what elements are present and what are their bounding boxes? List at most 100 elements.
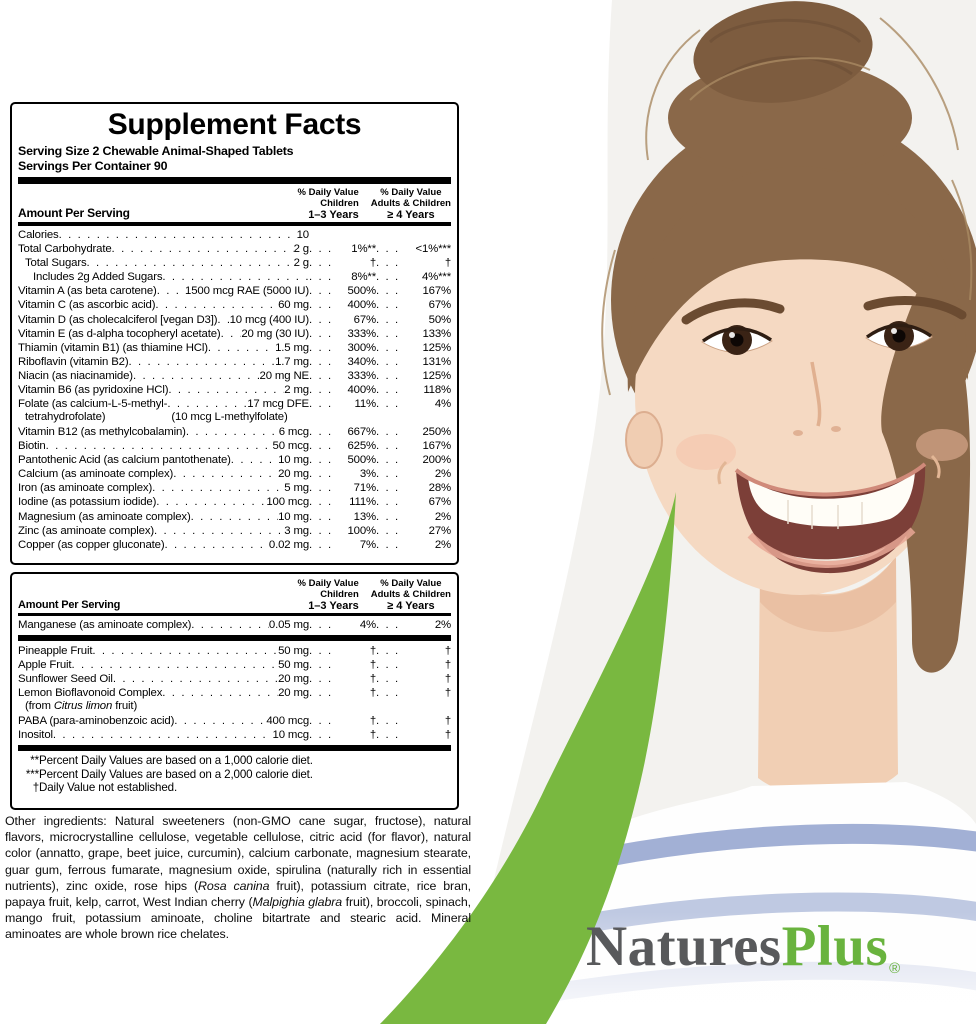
hair-strands: [601, 17, 973, 396]
dot-leader: [231, 453, 278, 467]
nutrient-name: Pantothenic Acid (as calcium pantothenat…: [18, 454, 231, 467]
dot-gap: [376, 714, 401, 728]
servings-per-container: Servings Per Container 90: [18, 158, 168, 173]
dot-gap: [309, 644, 334, 658]
pct-dv-children: †: [369, 644, 376, 657]
nutrient-name: Riboflavin (vitamin B2): [18, 355, 129, 368]
nutrient-amount: 6 mcg: [278, 425, 309, 438]
nutrient-name: Vitamin E (as d-alpha tocopheryl acetate…: [18, 327, 221, 340]
nutrient-name-continued: tetrahydrofolate): [18, 411, 106, 425]
nutrient-row: Total Carbohydrate 2 g 1%** <1%***: [18, 242, 451, 256]
botanical-name: Citrus limon: [53, 700, 113, 713]
nutrition-table-2a: Manganese (as aminoate complex) 0.05 mg 4%…: [18, 618, 451, 632]
dot-leader: [173, 467, 278, 481]
nutrient-amount: 10 mcg: [272, 729, 310, 742]
dot-leader: [191, 510, 278, 524]
nutrient-amount: 20 mg: [278, 673, 309, 686]
supplement-facts-panel-2: Amount Per Serving % Daily Value Childre…: [10, 572, 459, 810]
dot-leader: [92, 644, 278, 658]
dot-gap: [376, 672, 401, 686]
pct-dv-children: 400%: [347, 299, 376, 312]
nutrient-name: PABA (para-aminobenzoic acid): [18, 715, 175, 728]
supplement-facts-panel: Supplement Facts Serving Size 2 Chewable…: [10, 102, 459, 565]
nose: [810, 361, 822, 427]
footnote-text: Percent Daily Values are based on a 1,00…: [39, 754, 313, 768]
dot-gap: [376, 369, 401, 383]
botanical-name: Rosa canina: [197, 878, 270, 893]
column-header: Amount Per Serving % Daily Value Childre…: [18, 577, 451, 612]
dot-gap: [376, 383, 401, 397]
dot-leader: [53, 728, 273, 742]
nutrient-row: Thiamin (vitamin B1) (as thiamine HCl) 1.…: [18, 341, 451, 355]
pct-dv-children: 4%: [359, 618, 376, 631]
pct-dv-children: †: [369, 729, 376, 742]
dot-leader: [191, 618, 269, 632]
nutrient-amount: 20 mg: [278, 468, 309, 481]
nutrient-row: Pantothenic Acid (as calcium pantothenat…: [18, 453, 451, 467]
nutrient-amount: 3 mg: [284, 524, 309, 537]
pct-dv-adults: 125%: [422, 341, 451, 354]
dot-gap: [376, 270, 401, 284]
nutrient-row: Iron (as aminoate complex) 5 mg 71% 28%: [18, 481, 451, 495]
footnote: *** Percent Daily Values are based on a 2…: [18, 768, 451, 781]
nutrient-name: Inositol: [18, 729, 53, 742]
text-segment: fruit), broccoli, spinach, mango fruit, …: [5, 895, 472, 942]
pct-dv-adults: 67%: [428, 496, 451, 509]
column-header: Amount Per Serving % Daily Value Childre…: [18, 186, 451, 221]
pct-dv-adults: 200%: [422, 454, 451, 467]
pct-dv-children: 667%: [347, 425, 376, 438]
nutrient-amount: 50 mcg: [272, 440, 310, 453]
nutrient-row: Total Sugars 2 g † †: [18, 256, 451, 270]
pct-dv-children: 3%: [359, 468, 376, 481]
children-dv-header: % Daily Value Children 1–3 Years: [297, 187, 359, 222]
nutrient-amount: 400 mcg: [266, 715, 309, 728]
pct-dv-children: 100%: [347, 524, 376, 537]
nutrient-name: Includes 2g Added Sugars: [33, 271, 163, 284]
nutrient-name: Manganese (as aminoate complex): [18, 618, 192, 631]
pct-dv-children: 67%: [353, 313, 377, 326]
pct-dv-children: 500%: [347, 454, 376, 467]
pct-dv-adults: 118%: [423, 384, 451, 396]
nutrient-name: Calories: [18, 228, 59, 241]
nutrient-row: Includes 2g Added Sugars 8%** 4%***: [18, 270, 451, 284]
nutrient-name: Folate (as calcium-L-5-methyl-: [18, 398, 168, 411]
brand-name-plus: Plus: [781, 915, 889, 978]
dot-gap: [376, 298, 401, 312]
dot-gap: [309, 383, 334, 397]
dot-gap: [376, 425, 401, 439]
dot-gap: [309, 538, 334, 552]
nutrient-row: Calcium (as aminoate complex) 20 mg 3% 2%: [18, 467, 451, 481]
panel-title: Supplement Facts: [107, 108, 362, 141]
nutrient-row: Sunflower Seed Oil 20 mg † †: [18, 672, 451, 686]
dot-gap: [376, 397, 401, 411]
other-ingredients: Other ingredients: Natural sweeteners (n…: [5, 813, 471, 943]
dot-leader: [154, 524, 284, 538]
pct-dv-adults: 2%: [434, 618, 451, 631]
nutrient-name: Pineapple Fruit: [18, 644, 93, 657]
pct-dv-children: 333%: [347, 327, 376, 340]
dot-leader: [167, 397, 247, 411]
registered-mark: ®: [889, 960, 901, 977]
dot-gap: [309, 495, 334, 509]
footnote-marker: †: [32, 781, 39, 795]
dot-gap: [309, 524, 334, 538]
nutrient-row: Manganese (as aminoate complex) 0.05 mg 4%…: [18, 618, 451, 632]
pct-dv-children: 71%: [353, 482, 377, 495]
nutrient-row: Vitamin E (as d-alpha tocopheryl acetate…: [18, 327, 451, 341]
dot-leader: [133, 369, 260, 383]
dot-gap: [376, 327, 401, 341]
nutrient-row: Magnesium (as aminoate complex) 10 mg 13% 2…: [18, 510, 451, 524]
pct-dv-adults: 125%: [422, 369, 451, 382]
left-ear: [625, 411, 663, 469]
dot-gap: [309, 341, 334, 355]
nutrient-name: Sunflower Seed Oil: [18, 673, 113, 686]
pct-dv-children: 625%: [347, 440, 376, 453]
dot-gap: [309, 242, 334, 256]
left-eyebrow: [681, 298, 785, 325]
pct-dv-children: 11%: [354, 398, 376, 411]
nutrient-row: Zinc (as aminoate complex) 3 mg 100% 27%: [18, 524, 451, 538]
dot-gap: [376, 439, 401, 453]
dot-leader: [59, 228, 297, 242]
dot-gap: [376, 510, 401, 524]
nutrient-row: Copper (as copper gluconate) 0.02 mg 7% 2%: [18, 538, 451, 552]
